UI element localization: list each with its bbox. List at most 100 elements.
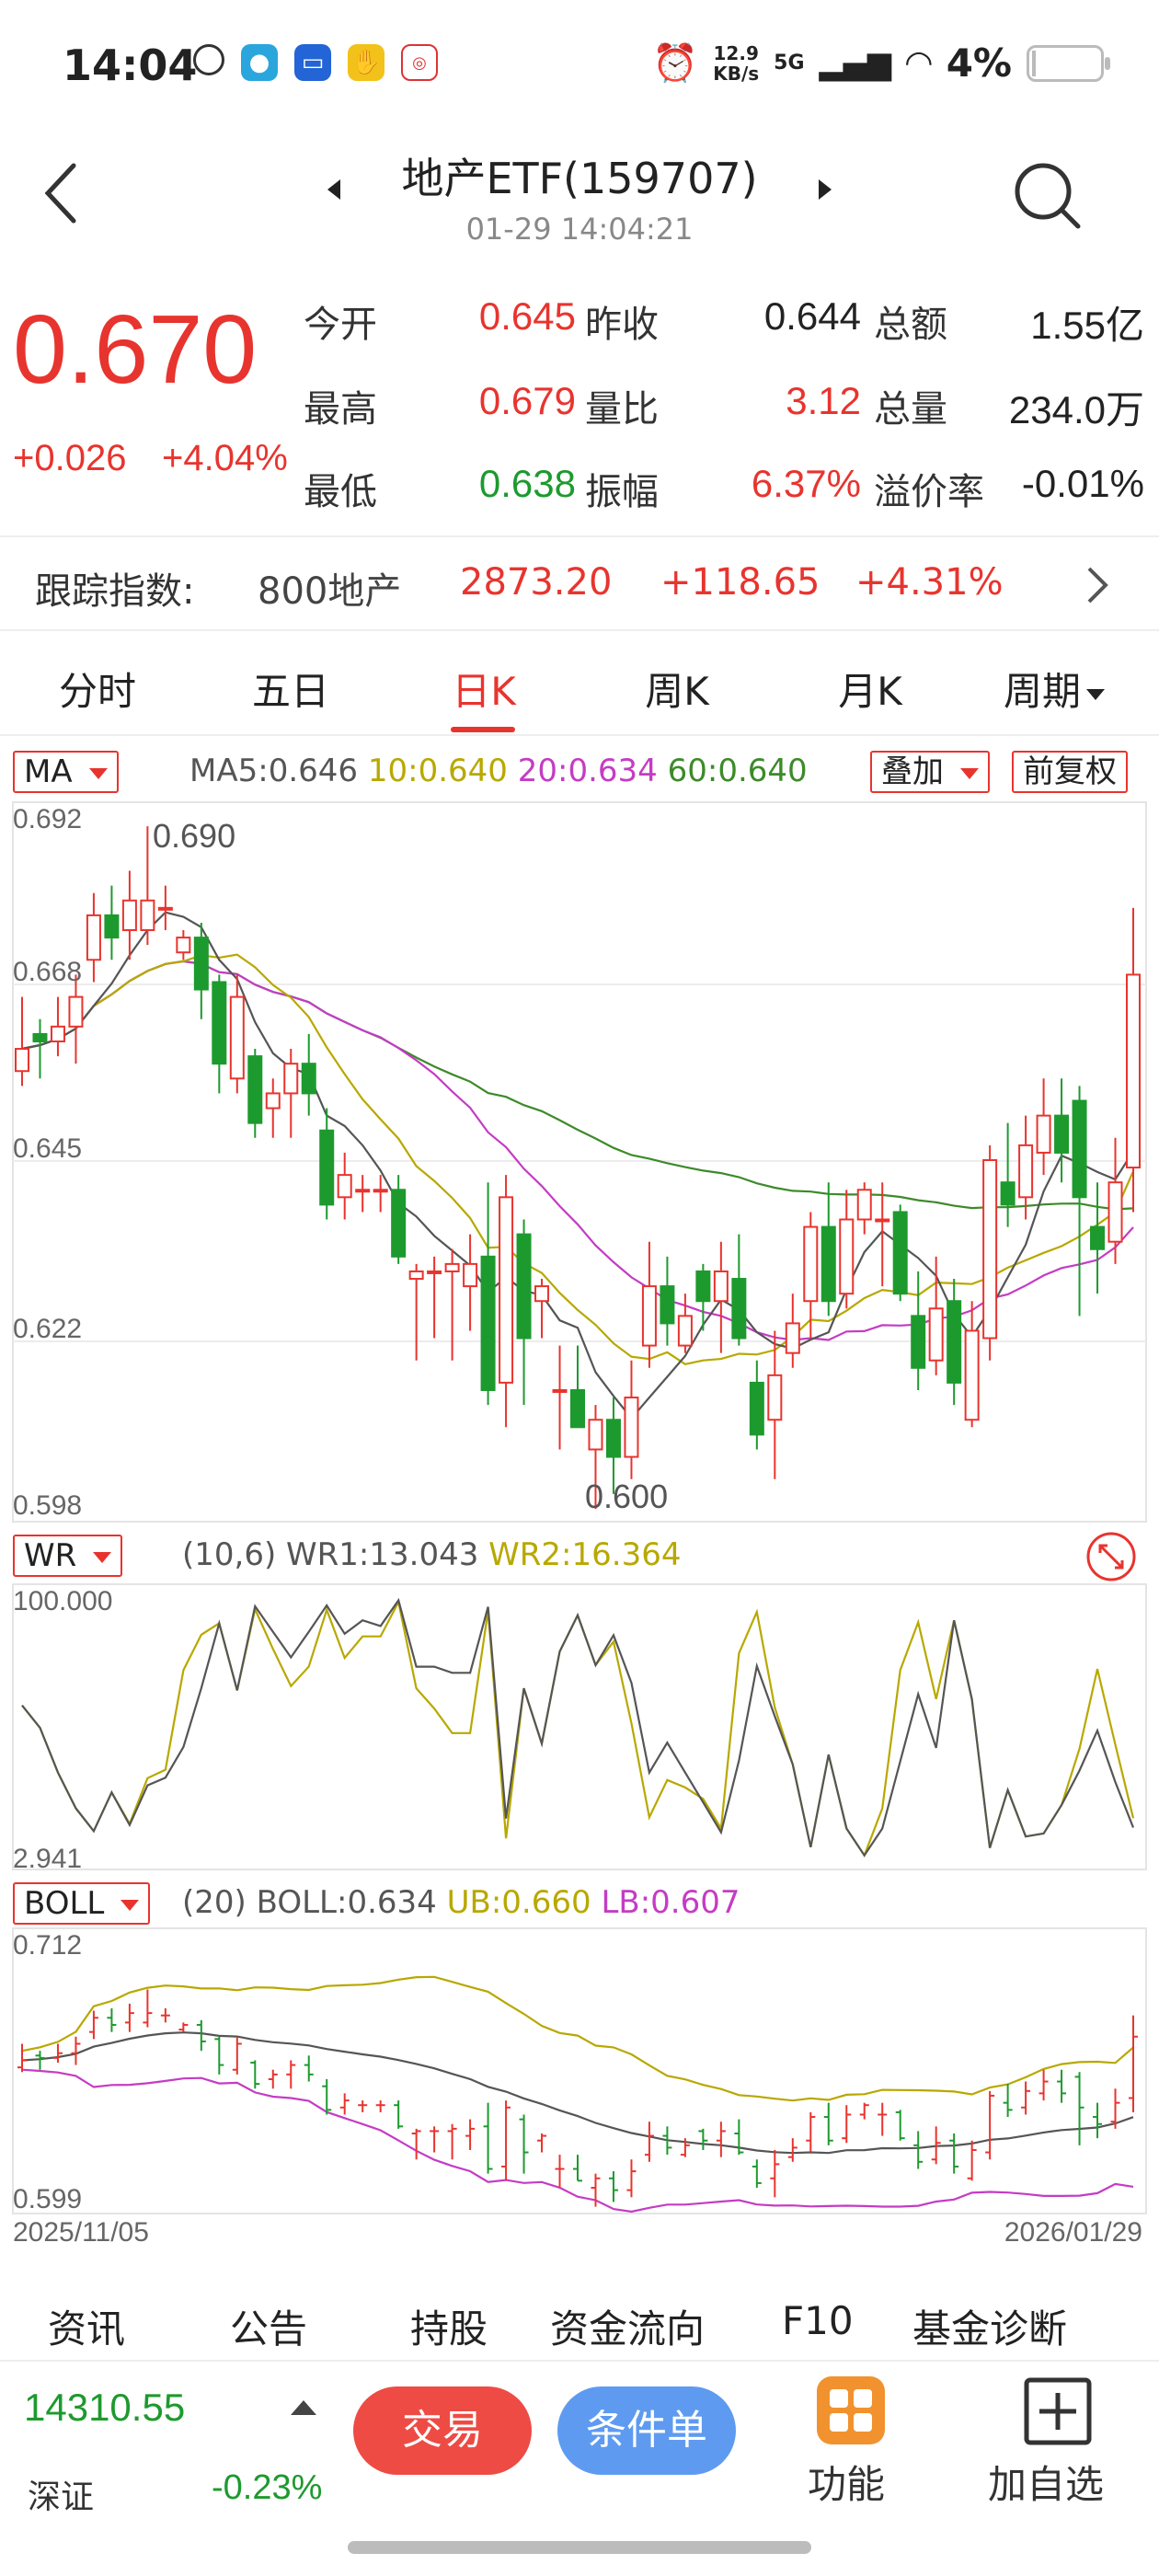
period-tabs: 分时 五日 日K 周K 月K 周期 (0, 644, 1159, 736)
tab-period[interactable]: 周期 (981, 661, 1128, 717)
candle-body (121, 899, 137, 932)
next-stock-icon[interactable] (819, 179, 832, 200)
date-end: 2026/01/29 (1004, 2217, 1142, 2248)
stat-value: 3.12 (786, 379, 861, 422)
tracking-index-row[interactable]: 跟踪指数: 800地产 2873.20 +118.65 +4.31% (0, 535, 1159, 631)
y-label-1: 0.668 (13, 957, 83, 987)
caret-down-icon (1086, 688, 1105, 700)
info-tab-news[interactable]: 资讯 (48, 2306, 126, 2352)
wr-panel-frame (12, 1583, 1147, 1870)
candle-body (140, 899, 155, 932)
condition-order-button[interactable]: 条件单 (557, 2386, 736, 2475)
candle-body (588, 1419, 603, 1451)
function-label[interactable]: 功能 (808, 2462, 886, 2507)
stat-value: 0.645 (478, 294, 576, 338)
boll-lb-line (21, 2068, 1134, 2214)
wr1-line (21, 1597, 1135, 1857)
stat-label: 总量 (874, 388, 947, 431)
wr-y-top: 100.000 (13, 1586, 113, 1616)
back-arrow-icon (44, 163, 76, 224)
candle-body (839, 1218, 855, 1295)
candle-body (301, 1063, 316, 1095)
expand-icon[interactable] (1085, 1531, 1137, 1582)
candle-body (875, 1218, 890, 1223)
tab-daily-k[interactable]: 日K (452, 669, 516, 714)
candle-body (265, 1092, 281, 1110)
candle-body (1036, 1114, 1051, 1154)
stat-label: 昨收 (585, 304, 659, 346)
candle-body (749, 1381, 764, 1436)
trade-button[interactable]: 交易 (353, 2386, 532, 2475)
ma-indicator-select[interactable]: MA (13, 751, 119, 793)
add-watchlist-icon[interactable] (1023, 2376, 1093, 2446)
info-tab-fund-diagnosis[interactable]: 基金诊断 (912, 2306, 1068, 2352)
battery-percent: 4% (946, 40, 1012, 86)
y-label-3: 0.622 (13, 1314, 83, 1344)
candle-body (677, 1315, 693, 1347)
candle-body (928, 1307, 944, 1362)
boll-ub-line (21, 1975, 1134, 2102)
info-tab-holdings[interactable]: 持股 (410, 2306, 488, 2352)
candle-body (499, 1196, 514, 1384)
candle-body (373, 1189, 388, 1193)
candle-body (319, 1129, 335, 1206)
market-index-name: 深证 (28, 2478, 95, 2516)
candle-body (695, 1270, 711, 1303)
active-tab-indicator (451, 727, 515, 732)
price-change-pct: +4.04% (162, 438, 288, 478)
candle-body (1107, 1181, 1123, 1243)
caret-down-icon (93, 1551, 112, 1563)
candle-body (911, 1315, 926, 1369)
date-start: 2025/11/05 (13, 2217, 149, 2248)
candle-body (104, 914, 120, 939)
function-icon[interactable] (817, 2376, 885, 2444)
search-button[interactable] (1008, 156, 1085, 234)
bank-app-icon: ◎ (401, 44, 438, 81)
caret-up-icon[interactable] (291, 2400, 316, 2415)
page-title: 地产ETF(159707) (401, 154, 758, 203)
quote-panel: 0.670 +0.026 +4.04% 今开 0.645 昨收 0.644 总额 1.55… (0, 276, 1159, 524)
market-index-value[interactable]: 14310.55 (24, 2386, 186, 2429)
tab-five-day[interactable]: 五日 (251, 669, 329, 714)
candle-body (444, 1262, 460, 1272)
price-change: +0.026 (13, 438, 127, 478)
caret-down-icon (88, 767, 108, 779)
low-annotation: 0.600 (585, 1478, 669, 1515)
info-tab-announcements[interactable]: 公告 (230, 2306, 308, 2352)
overlay-select[interactable]: 叠加 (870, 751, 990, 793)
market-index-change: -0.23% (212, 2468, 323, 2507)
candle-body (964, 1329, 980, 1421)
home-indicator[interactable] (348, 2541, 811, 2554)
stat-value: -0.01% (1021, 462, 1144, 505)
status-bar: 14:04 ● ▭ ✋ ◎ ⏰ 12.9 KB/s 5G ▂▄▆ ◠ 4% (0, 0, 1159, 138)
adjust-button[interactable]: 前复权 (1012, 751, 1128, 793)
tracking-index-value: 2873.20 (460, 561, 613, 604)
candle-body (68, 995, 84, 1028)
boll-panel-frame (12, 1927, 1147, 2214)
kline-chart[interactable] (0, 0, 1159, 2272)
stat-label: 量比 (585, 388, 659, 431)
tab-monthly-k[interactable]: 月K (838, 669, 902, 714)
info-tab-fund-flow[interactable]: 资金流向 (550, 2306, 706, 2352)
candle-body (570, 1388, 585, 1429)
candle-body (982, 1159, 998, 1340)
y-label-2: 0.645 (13, 1133, 83, 1164)
prev-stock-icon[interactable] (327, 179, 340, 200)
caret-down-icon (120, 1899, 140, 1911)
tab-intraday[interactable]: 分时 (58, 669, 136, 714)
wr-indicator-select[interactable]: WR (13, 1535, 123, 1577)
candle-body (176, 937, 191, 954)
stat-value: 0.638 (478, 462, 576, 505)
add-watchlist-label[interactable]: 加自选 (988, 2462, 1105, 2507)
tab-weekly-k[interactable]: 周K (645, 669, 709, 714)
tracking-index-change-pct: +4.31% (855, 561, 1004, 604)
candle-body (534, 1285, 550, 1303)
candle-body (892, 1211, 908, 1295)
stat-label: 最低 (304, 471, 377, 513)
back-button[interactable] (37, 156, 92, 230)
boll-indicator-select[interactable]: BOLL (13, 1882, 151, 1925)
status-time: 14:04 (63, 40, 198, 90)
candle-body (427, 1270, 442, 1274)
info-tab-f10[interactable]: F10 (782, 2298, 854, 2343)
bottom-bar: 14310.55 深证 -0.23% 交易 条件单 功能 加自选 (0, 2360, 1159, 2576)
